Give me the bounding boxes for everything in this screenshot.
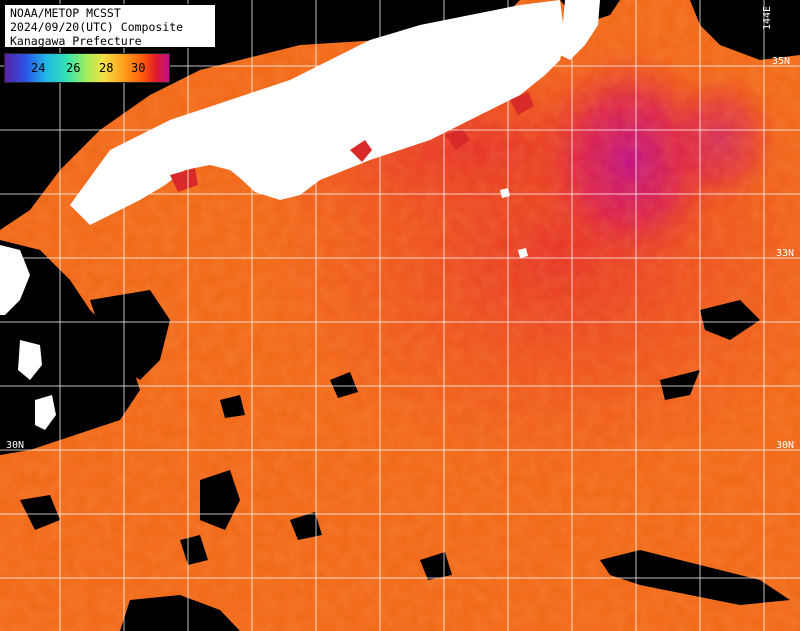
legend-tick-24: 24: [31, 61, 46, 75]
lat-label-33n: 33N: [776, 248, 794, 259]
map-title-box: NOAA/METOP MCSST 2024/09/20(UTC) Composi…: [4, 4, 216, 48]
lon-label-144e: 144E: [762, 6, 773, 30]
legend-tick-26: 26: [66, 61, 81, 75]
title-line-1: NOAA/METOP MCSST: [10, 6, 121, 20]
title-line-2: 2024/09/20(UTC) Composite: [10, 20, 184, 34]
sst-color-legend: 24 26 28 30: [4, 53, 170, 83]
legend-tick-28: 28: [99, 61, 114, 75]
coastal-warm-edges: [170, 92, 534, 192]
legend-tick-30: 30: [131, 61, 146, 75]
lat-label-35n: 35N: [772, 56, 790, 67]
lat-label-30n-left: 30N: [6, 440, 24, 451]
lat-label-30n-right: 30N: [776, 440, 794, 451]
title-line-3: Kanagawa Prefecture: [10, 34, 142, 48]
land-mass: [0, 0, 600, 430]
